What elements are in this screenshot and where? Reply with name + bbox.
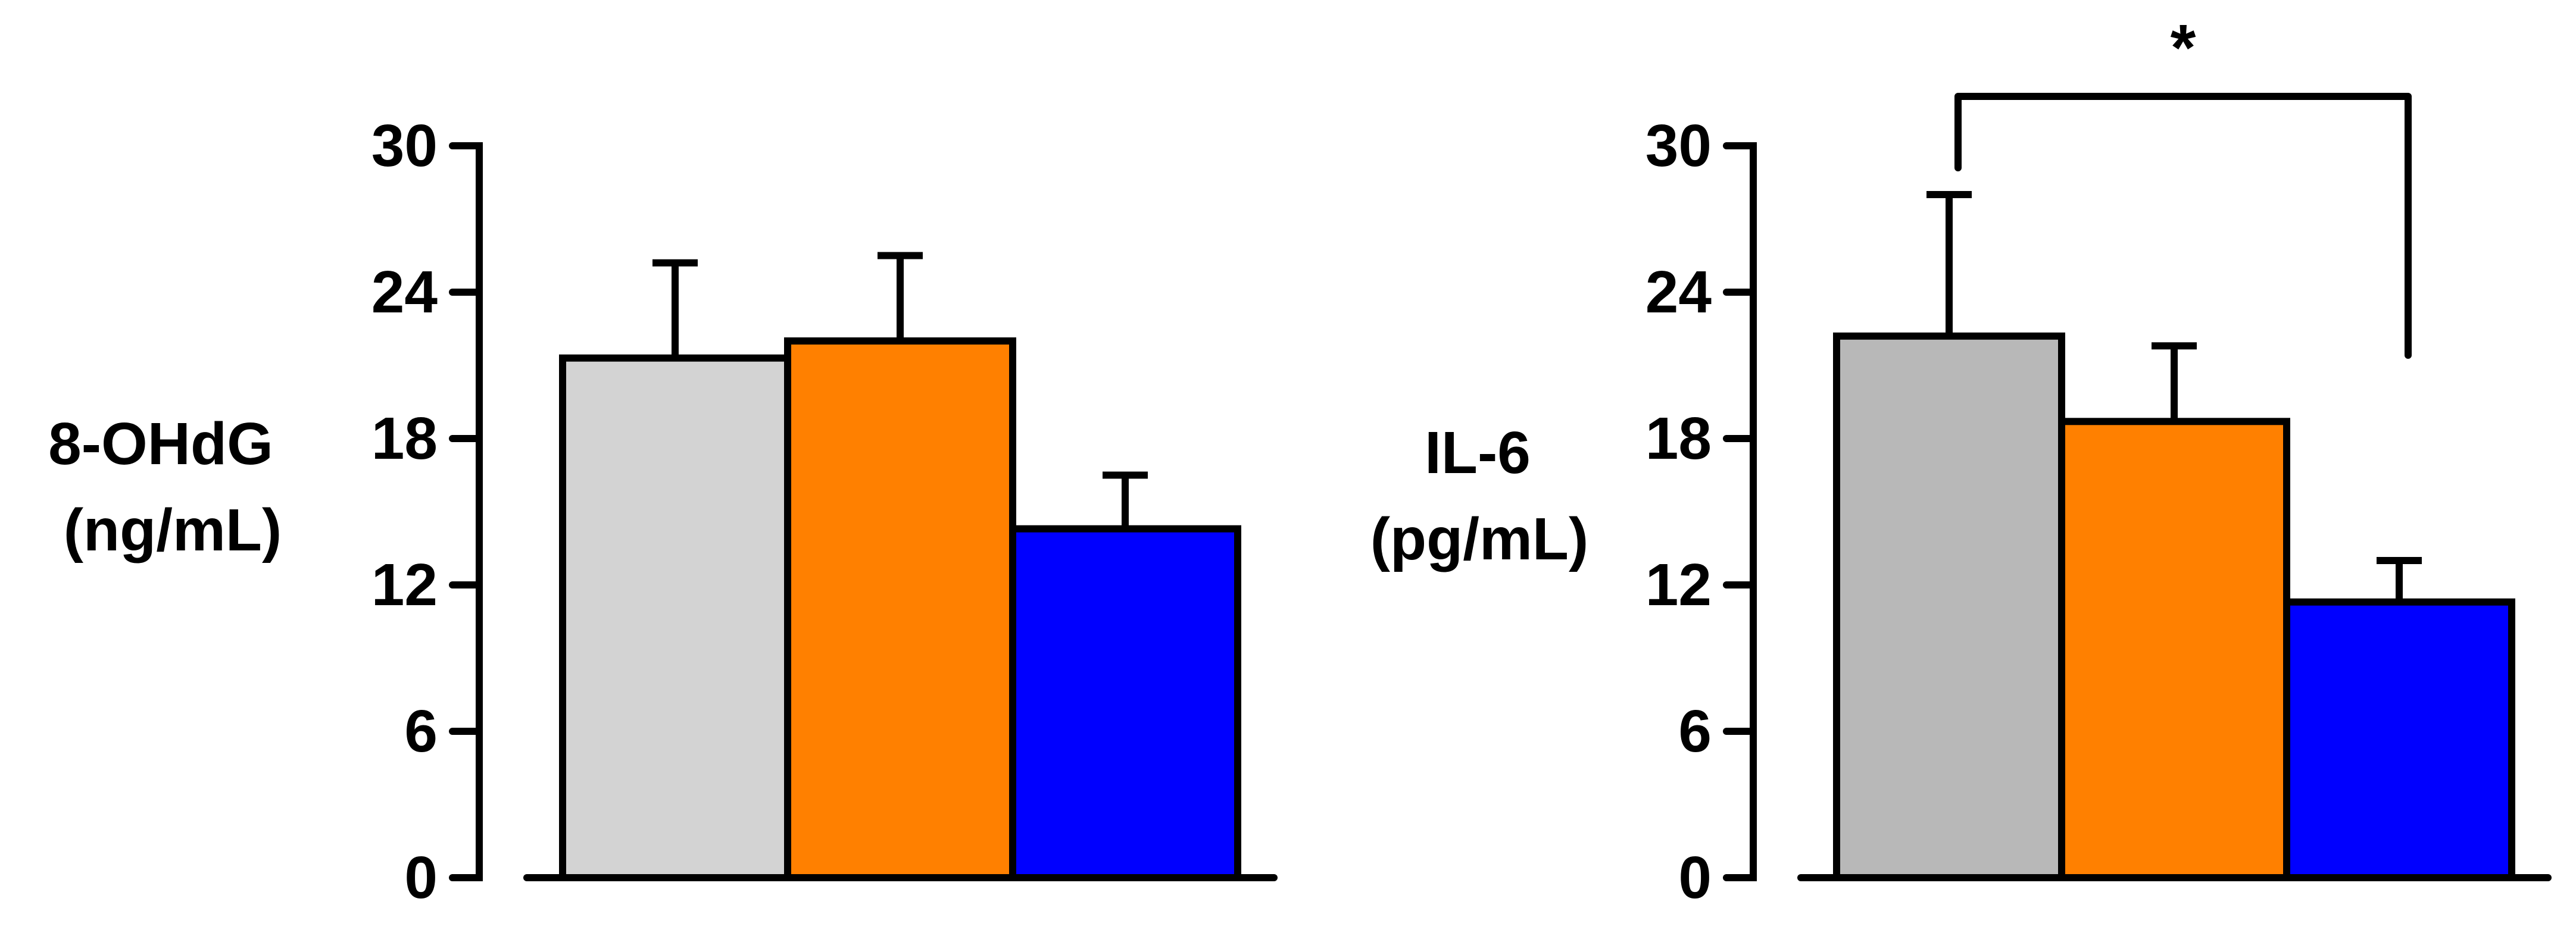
y-tick-label: 18 xyxy=(1645,405,1712,472)
significance-bracket xyxy=(1954,93,2412,359)
y-tick-label: 24 xyxy=(1645,259,1712,325)
y-tick-label: 0 xyxy=(404,844,438,911)
y-axis-label-line-2: (ng/mL) xyxy=(64,497,282,564)
chart-panel-8ohdg: 8-OHdG (ng/mL) 0 6 12 18 24 30 xyxy=(48,112,1278,911)
chart-panel-il6: IL-6 (pg/mL) 0 6 12 18 24 30 * xyxy=(1370,11,2552,911)
y-tick-label: 6 xyxy=(404,698,438,765)
y-tick-label: 24 xyxy=(371,259,438,325)
y-tick-label: 6 xyxy=(1678,698,1712,765)
bar xyxy=(559,354,791,881)
y-tick-label: 30 xyxy=(371,112,438,179)
bar xyxy=(2058,418,2290,881)
y-axis-label-line-1: 8-OHdG xyxy=(48,411,273,477)
bar xyxy=(2283,598,2515,881)
bar xyxy=(1833,332,2065,881)
bar xyxy=(784,337,1016,881)
y-tick-label: 12 xyxy=(371,552,438,618)
y-tick-label: 30 xyxy=(1645,112,1712,179)
y-tick-label: 12 xyxy=(1645,552,1712,618)
y-tick-label: 0 xyxy=(1678,844,1712,911)
bar xyxy=(1009,525,1241,881)
y-axis-label-line-2: (pg/mL) xyxy=(1370,506,1589,572)
y-tick-label: 18 xyxy=(371,405,438,472)
y-axis-label-line-1: IL-6 xyxy=(1425,420,1531,486)
significance-label: * xyxy=(2171,11,2196,84)
